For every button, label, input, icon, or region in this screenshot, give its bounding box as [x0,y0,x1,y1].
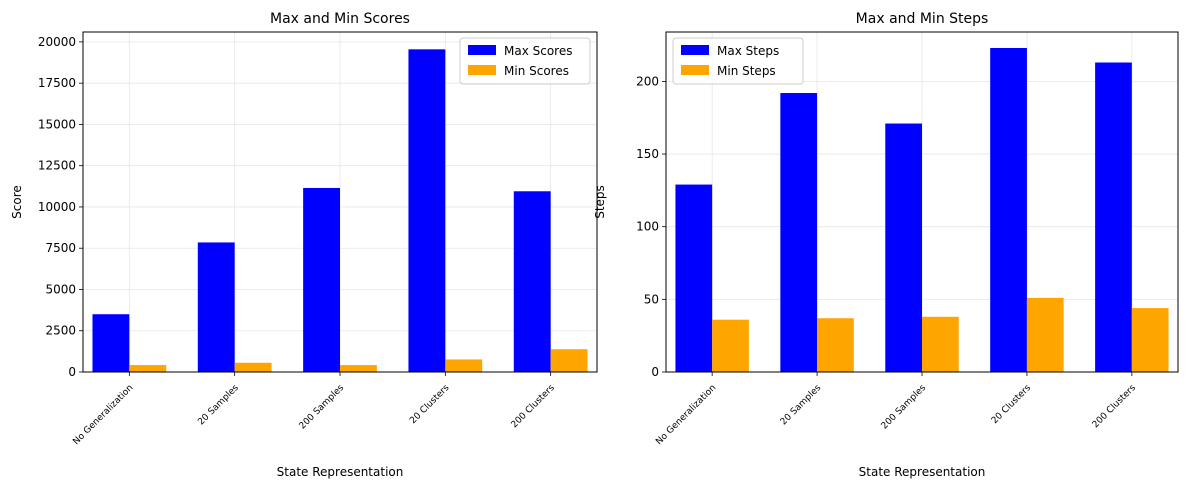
steps-bar-max [675,184,713,372]
steps-bar-min [817,318,854,372]
scores-ytick-label: 2500 [45,324,76,338]
scores-legend-label-max: Max Scores [504,44,572,58]
scores-bar-min [340,365,377,372]
scores-legend-swatch-min [468,65,496,75]
scores-ytick-label: 17500 [38,76,76,90]
scores-bar-max [513,191,551,372]
scores-ytick-label: 20000 [38,35,76,49]
scores-ytick-label: 10000 [38,200,76,214]
steps-ytick-label: 50 [644,292,659,306]
steps-ytick-label: 100 [636,220,659,234]
steps-bar-min [1131,308,1169,372]
scores-legend-swatch-max [468,45,496,55]
steps-legend-label-min: Min Steps [717,64,776,78]
scores-bar-min [550,349,588,372]
steps-chart-title: Max and Min Steps [856,11,989,27]
steps-bar-max [780,93,818,373]
scores-x-axis-label: State Representation [277,465,404,479]
scores-bar-min [129,365,167,372]
steps-ytick-label: 200 [636,74,659,88]
steps-legend-swatch-max [681,45,709,55]
steps-legend-label-max: Max Steps [717,44,779,58]
scores-ytick-label: 12500 [38,159,76,173]
steps-bar-max [885,123,922,373]
steps-y-axis-label: Steps [593,185,607,219]
steps-bars [675,47,1169,373]
scores-ytick-label: 0 [68,365,76,379]
scores-legend-label-min: Min Scores [504,64,569,78]
scores-legend: Max Scores Min Scores [459,37,591,85]
scores-ytick-label: 5000 [45,282,76,296]
scores-bars [92,49,588,372]
scores-bar-max [92,314,130,372]
steps-bar-min [712,319,749,372]
steps-legend-swatch-min [681,65,709,75]
scores-bar-max [197,242,235,372]
steps-ytick-label: 150 [636,147,659,161]
scores-ytick-label: 7500 [45,241,76,255]
scores-bar-max [408,49,446,372]
scores-y-axis-label: Score [10,185,24,219]
steps-ytick-label: 0 [651,365,659,379]
steps-bar-max [990,47,1027,372]
steps-bar-min [1026,297,1064,372]
scores-chart-title: Max and Min Scores [270,11,410,27]
scores-ytick-label: 15000 [38,117,76,131]
scores-bar-max [303,187,340,372]
scores-bar-min [234,362,272,372]
scores-bar-min [445,359,483,372]
steps-bar-min [922,316,959,372]
steps-legend: Max Steps Min Steps [672,37,804,85]
steps-bar-max [1095,62,1132,373]
steps-x-axis-label: State Representation [859,465,986,479]
